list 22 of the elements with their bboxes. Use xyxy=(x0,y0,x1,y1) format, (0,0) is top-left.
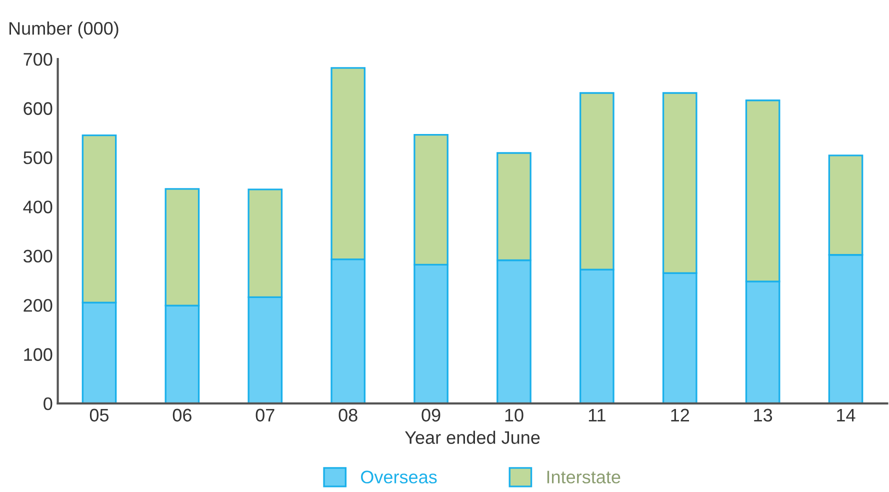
x-tick-label: 06 xyxy=(172,408,192,422)
x-tick-label: 07 xyxy=(256,408,274,422)
x-axis-title: Year ended June xyxy=(404,430,540,444)
y-tick-label: 400 xyxy=(23,200,52,214)
y-tick-label: 600 xyxy=(24,102,52,115)
y-tick-label: 700 xyxy=(24,52,52,66)
x-tick-label: 09 xyxy=(422,408,440,422)
x-tick-label: 10 xyxy=(505,408,524,422)
x-tick-label: 13 xyxy=(754,408,772,422)
x-tick-label: 12 xyxy=(671,408,689,422)
x-tick-label: 11 xyxy=(588,408,606,422)
legend-label: Interstate xyxy=(547,470,620,484)
y-tick-label: 500 xyxy=(24,151,52,164)
x-tick-label: 05 xyxy=(90,408,109,422)
y-tick-label: 200 xyxy=(24,298,52,312)
y-axis-title: Number (000) xyxy=(10,22,118,38)
legend-label: Overseas xyxy=(360,470,437,484)
y-tick-label: 100 xyxy=(24,348,52,361)
x-tick-label: 14 xyxy=(837,408,856,422)
y-tick-label: 300 xyxy=(23,250,52,263)
y-tick-label: 0 xyxy=(44,397,52,410)
x-tick-label: 08 xyxy=(338,408,358,422)
